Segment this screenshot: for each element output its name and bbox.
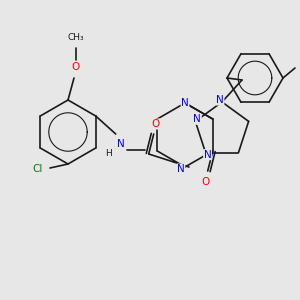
Text: N: N — [194, 114, 201, 124]
Text: O: O — [152, 119, 160, 129]
Text: N: N — [216, 95, 224, 105]
Text: O: O — [72, 62, 80, 72]
Text: N: N — [177, 164, 185, 174]
Text: O: O — [202, 177, 210, 187]
Text: N: N — [117, 139, 124, 149]
Text: Cl: Cl — [33, 164, 43, 174]
Text: N: N — [204, 150, 212, 160]
Text: H: H — [105, 149, 112, 158]
Text: N: N — [181, 98, 189, 108]
Text: CH₃: CH₃ — [68, 34, 84, 43]
